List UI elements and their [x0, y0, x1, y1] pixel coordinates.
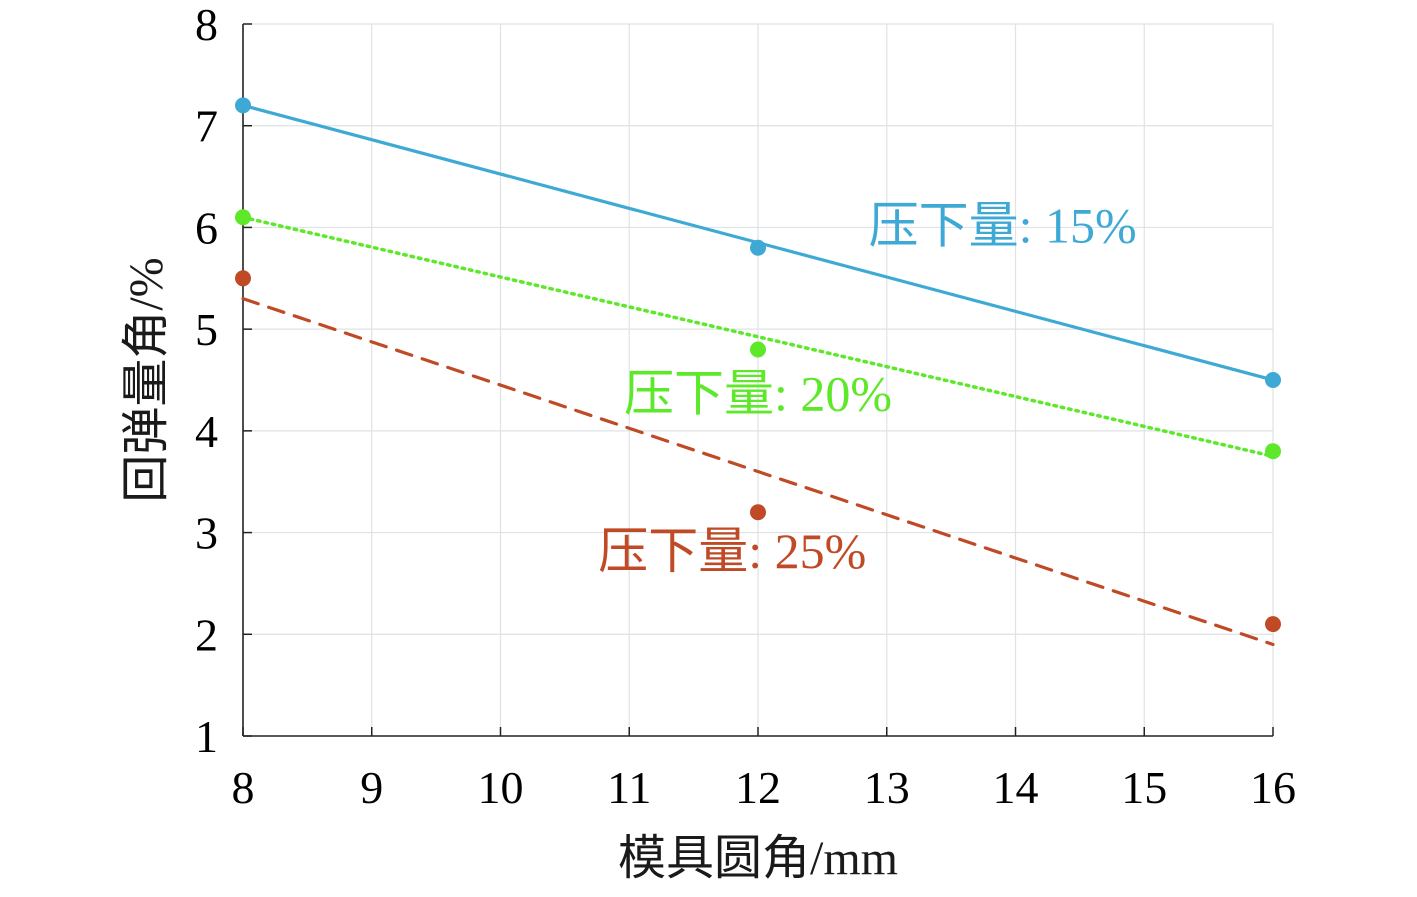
y-tick-label: 4 [195, 406, 218, 457]
x-tick-label: 8 [232, 762, 255, 813]
series-2-point [750, 341, 766, 358]
x-tick-label: 10 [478, 762, 524, 813]
y-tick-label: 3 [195, 508, 218, 559]
grid-layer [243, 23, 1274, 736]
series-1-annotation: 压下量: 15% [869, 198, 1137, 254]
y-tick-label: 5 [195, 304, 218, 355]
series-1-point [750, 239, 766, 256]
series-line-2 [241, 215, 1275, 459]
series-3-point [750, 504, 766, 521]
x-tick-label: 13 [864, 762, 910, 813]
x-tick-labels: 8 9 10 11 12 13 14 15 16 [232, 762, 1297, 813]
y-tick-label: 1 [195, 711, 218, 762]
series-2-point [235, 209, 251, 226]
y-tick-labels: 1 2 3 4 5 6 7 8 [195, 0, 218, 762]
y-tick-label: 8 [195, 0, 218, 50]
series-points [235, 97, 1281, 633]
x-axis-title: 模具圆角/mm [618, 832, 898, 885]
x-tick-label: 16 [1250, 762, 1296, 813]
series-annotations: 压下量: 15% 压下量: 20% 压下量: 25% [598, 198, 1136, 579]
y-tick-label: 6 [195, 202, 218, 253]
x-tick-label: 11 [607, 762, 651, 813]
x-tick-label: 12 [735, 762, 781, 813]
series-2-annotation: 压下量: 20% [624, 366, 892, 422]
x-tick-label: 9 [360, 762, 383, 813]
series-2-point [1265, 443, 1281, 460]
axes [242, 23, 1274, 737]
series-3-point [1265, 616, 1281, 633]
series-line-3 [241, 297, 1275, 647]
series-3-point [235, 270, 251, 287]
series-1-point [235, 97, 251, 114]
y-axis-title: 回弹量角/% [120, 257, 173, 502]
series-3-annotation: 压下量: 25% [598, 523, 866, 579]
x-tick-label: 15 [1121, 762, 1167, 813]
y-tick-label: 7 [195, 101, 218, 152]
x-tick-label: 14 [993, 762, 1039, 813]
y-tick-label: 2 [195, 609, 218, 660]
series-1-point [1265, 372, 1281, 388]
